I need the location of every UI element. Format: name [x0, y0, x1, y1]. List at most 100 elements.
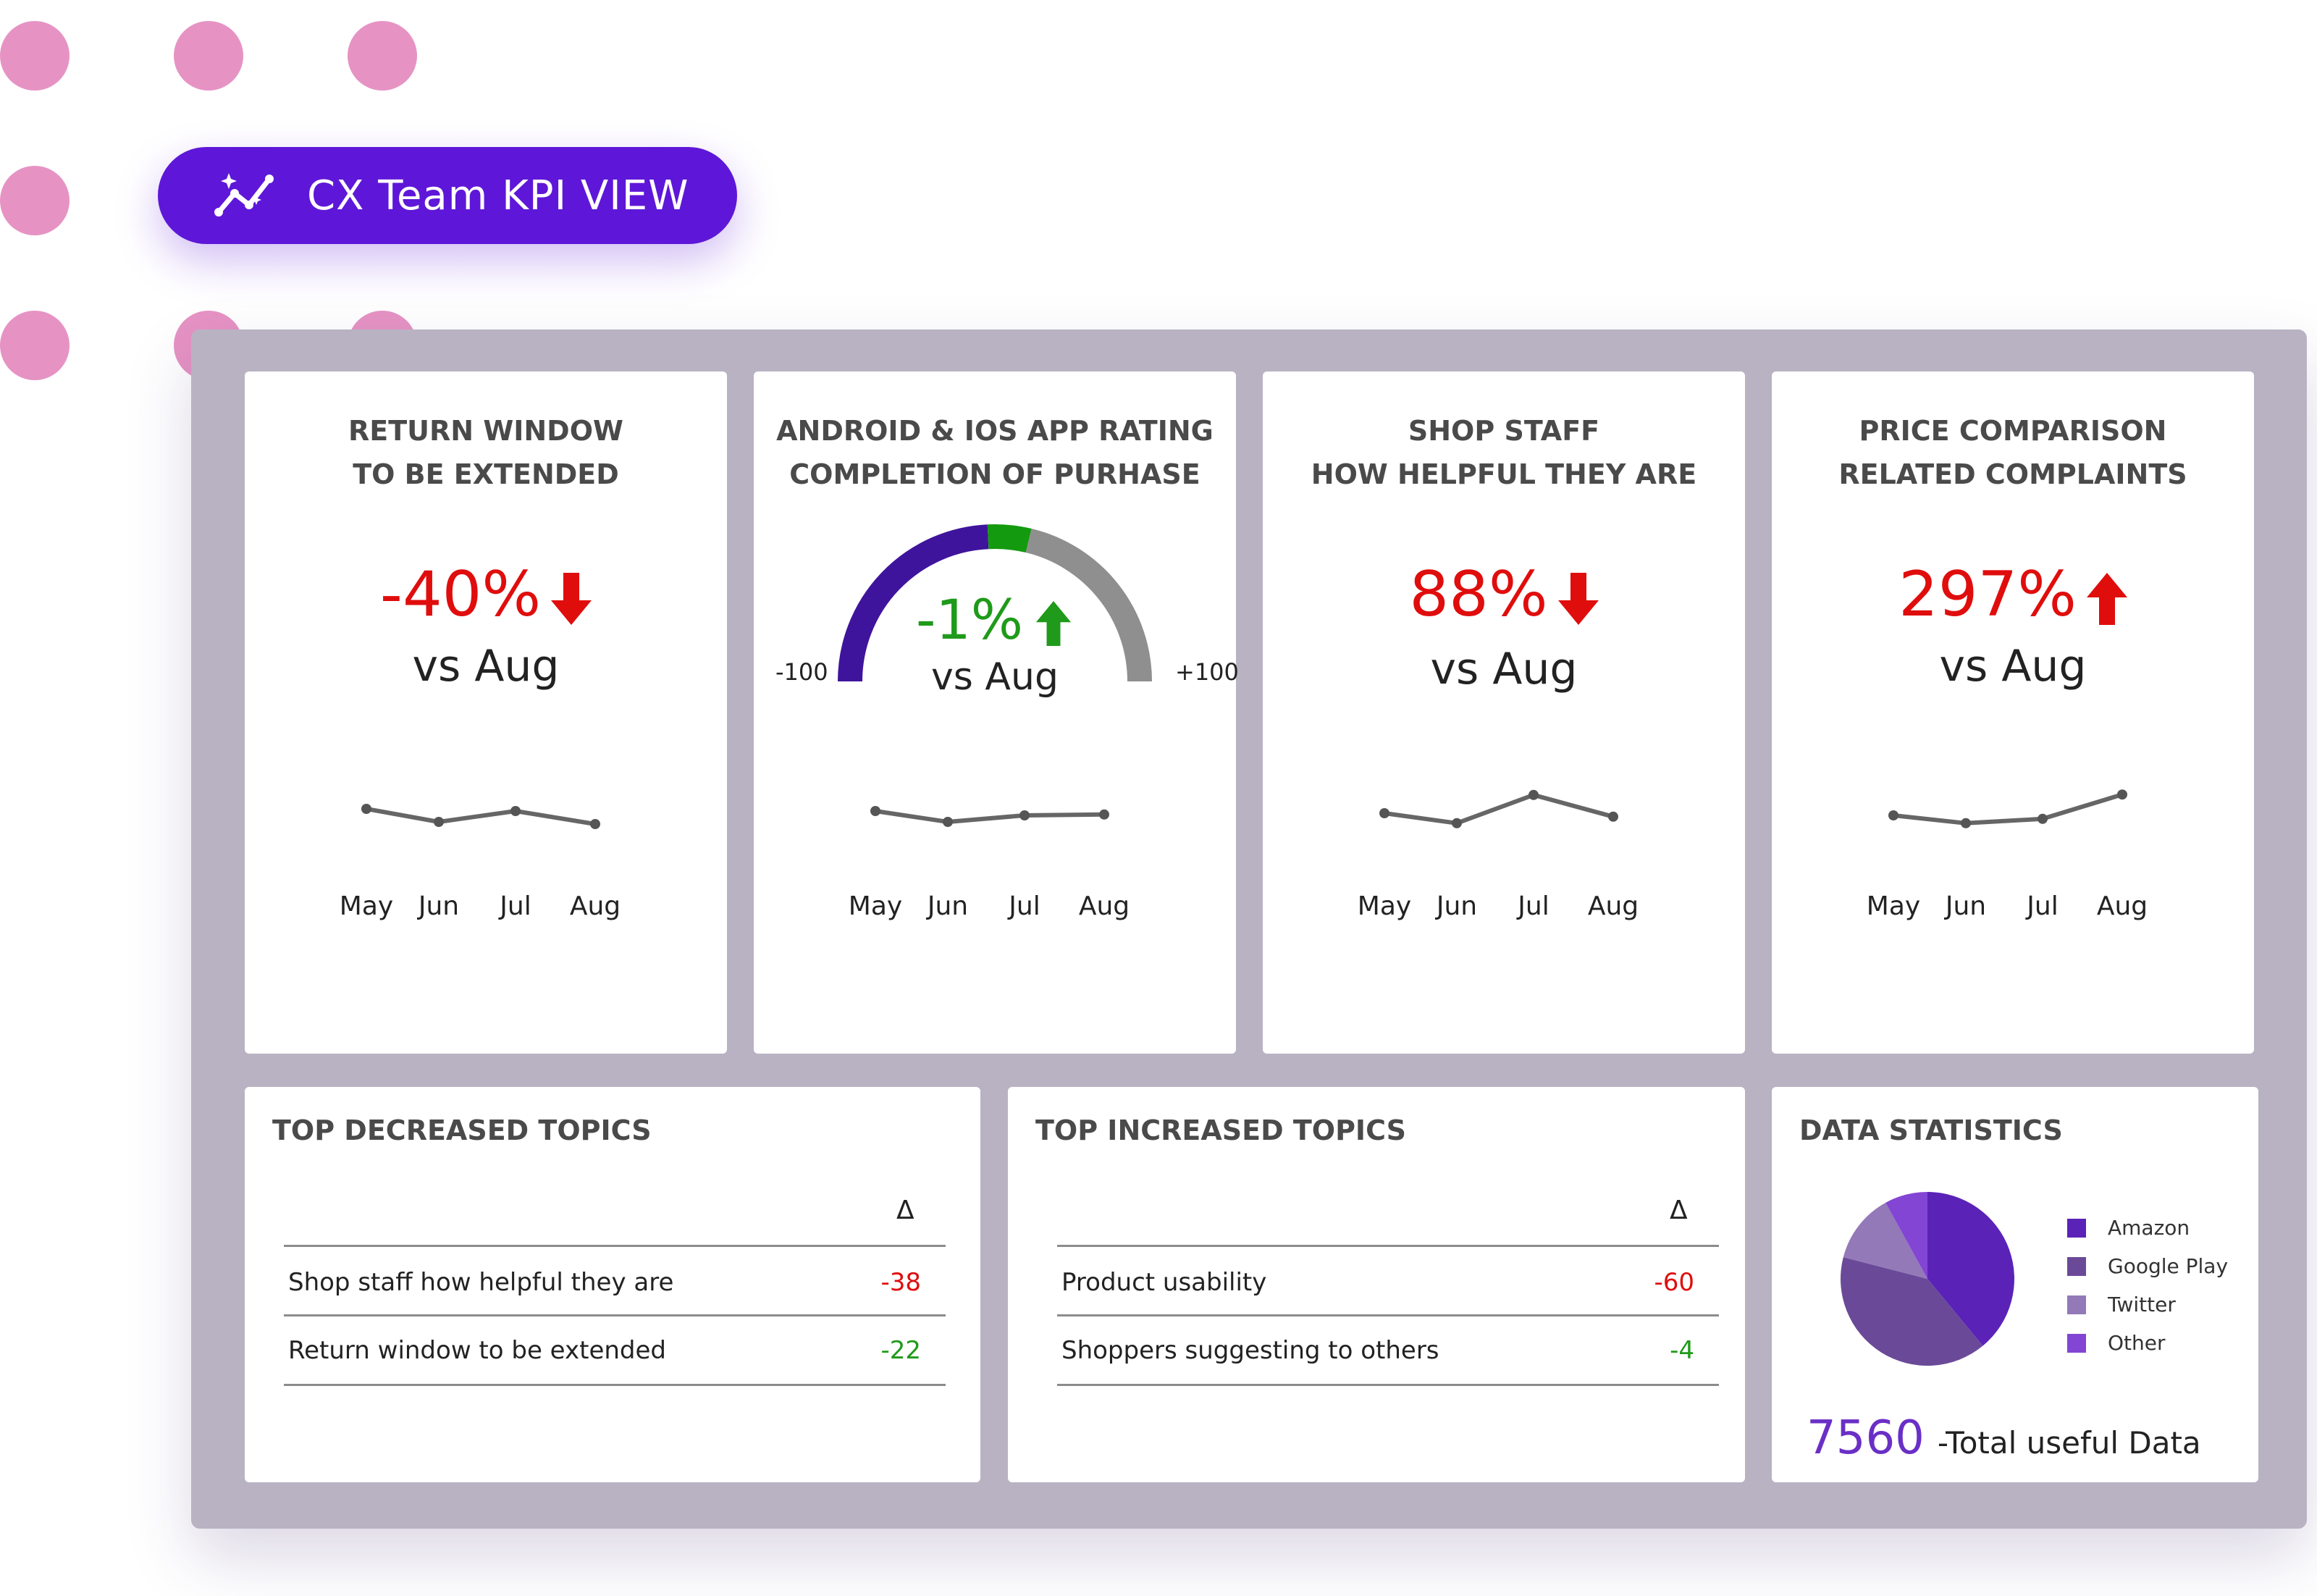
legend-item: Amazon: [2067, 1216, 2190, 1240]
kpi-card-return-window[interactable]: RETURN WINDOW TO BE EXTENDED -40% vs Aug…: [245, 371, 727, 1054]
arrow-down-icon: [551, 572, 592, 625]
legend-label: Google Play: [2108, 1254, 2229, 1278]
arrow-down-icon: [1557, 572, 1599, 625]
gauge-remaining-arc: [1025, 528, 1152, 682]
kpi-value-text: 88%: [1409, 558, 1548, 631]
sparkline-point: [2038, 813, 2048, 824]
sparkline-chart: [1888, 789, 2127, 828]
month-tick-label: Aug: [1078, 891, 1130, 921]
month-tick-label: May: [1866, 891, 1921, 921]
total-useful-data: 7560 -Total useful Data: [1807, 1411, 2201, 1465]
kpi-title-line: TO BE EXTENDED: [353, 458, 619, 490]
legend-label: Amazon: [2108, 1216, 2190, 1240]
section-title: TOP DECREASED TOPICS: [272, 1114, 652, 1146]
kpi-title: PRICE COMPARISON RELATED COMPLAINTS: [1772, 409, 2254, 496]
kpi-value: 297%: [1772, 558, 2254, 631]
total-value: 7560: [1807, 1411, 1925, 1465]
sparkline-point: [590, 819, 600, 829]
dashboard-panel: RETURN WINDOW TO BE EXTENDED -40% vs Aug…: [191, 329, 2307, 1529]
kpi-title: RETURN WINDOW TO BE EXTENDED: [245, 409, 727, 496]
legend-item: Twitter: [2067, 1293, 2176, 1316]
kpi-title-line: HOW HELPFUL THEY ARE: [1311, 458, 1697, 490]
sparkline-point: [1961, 818, 1971, 828]
gauge-fill-arc: [838, 524, 989, 682]
kpi-title-line: RELATED COMPLAINTS: [1838, 458, 2187, 490]
sparkline-chart: [361, 804, 600, 829]
gauge-min-label: -100: [775, 658, 828, 686]
sparkline-point: [1528, 789, 1539, 800]
kpi-value-text: -40%: [379, 558, 542, 631]
table-divider: [284, 1384, 946, 1386]
sparkline-series: [366, 807, 596, 826]
kpi-value: 88%: [1263, 558, 1745, 631]
kpi-card-app-rating[interactable]: ANDROID & IOS APP RATING COMPLETION OF P…: [754, 371, 1239, 1054]
topic-label: Return window to be extended: [288, 1336, 667, 1365]
kpi-comparison: vs Aug: [412, 641, 560, 692]
increased-topics-table: Δ Product usability -60 Shoppers suggest…: [1057, 1196, 1719, 1427]
sparkline-point: [2117, 789, 2127, 800]
decor-dot: [348, 21, 417, 91]
sparkline-chart: [870, 806, 1109, 827]
kpi-title-line: COMPLETION OF PURHASE: [789, 458, 1200, 490]
arrow-up-icon: [1035, 601, 1072, 646]
month-tick-label: Jul: [500, 891, 531, 921]
legend-item: Other: [2067, 1331, 2166, 1355]
kpi-value: -1%: [754, 587, 1236, 652]
kpi-title-line: ANDROID & IOS APP RATING: [776, 415, 1214, 447]
kpi-card-price-comparison[interactable]: PRICE COMPARISON RELATED COMPLAINTS 297%…: [1772, 371, 2254, 1054]
legend-swatch: [2067, 1256, 2086, 1276]
decreased-topics-table: Δ Shop staff how helpful they are -38 Re…: [284, 1196, 946, 1427]
topic-label: Shop staff how helpful they are: [288, 1268, 674, 1297]
table-divider: [284, 1245, 946, 1247]
kpi-view-badge[interactable]: CX Team KPI VIEW: [158, 147, 737, 244]
kpi-title: ANDROID & IOS APP RATING COMPLETION OF P…: [754, 409, 1236, 496]
kpi-value-text: 297%: [1898, 558, 2077, 631]
sparkline-point: [870, 806, 880, 816]
top-increased-topics-card: TOP INCREASED TOPICS Δ Product usability…: [1008, 1087, 1745, 1482]
decor-dot: [0, 21, 70, 91]
month-tick-label: Jun: [1945, 891, 1987, 921]
delta-value: -4: [1670, 1336, 1694, 1365]
pie-slice: [1843, 1202, 1927, 1279]
table-divider: [284, 1314, 946, 1316]
sparkline-series: [1384, 792, 1614, 826]
pie-chart: [1841, 1192, 2014, 1366]
sparkle-trend-icon: [213, 169, 278, 222]
section-title: TOP INCREASED TOPICS: [1035, 1114, 1407, 1146]
arrow-up-icon: [2086, 572, 2127, 625]
month-tick-label: Jul: [2027, 891, 2059, 921]
month-tick-label: Jun: [1436, 891, 1478, 921]
kpi-value: -40%: [245, 558, 727, 631]
sparkline-point: [434, 817, 444, 827]
legend-item: Google Play: [2067, 1254, 2228, 1278]
month-tick-label: May: [1357, 891, 1412, 921]
sparkline-point: [1452, 818, 1462, 828]
sparkline-point: [1379, 808, 1389, 818]
table-divider: [1057, 1245, 1719, 1247]
pie-slice: [1841, 1257, 1983, 1366]
kpi-title-line: RETURN WINDOW: [348, 415, 623, 447]
topic-label: Shoppers suggesting to others: [1061, 1336, 1439, 1365]
sparkline-series: [1893, 792, 2123, 826]
month-tick-label: Aug: [2096, 891, 2148, 921]
sparkline-point: [1019, 810, 1030, 820]
kpi-comparison: vs Aug: [1430, 644, 1578, 694]
sparkline-chart: [1379, 789, 1618, 828]
kpi-card-shop-staff[interactable]: SHOP STAFF HOW HELPFUL THEY ARE 88% vs A…: [1263, 371, 1745, 1054]
legend-label: Twitter: [2108, 1293, 2176, 1316]
kpi-title-line: SHOP STAFF: [1408, 415, 1600, 447]
delta-value: -38: [880, 1268, 921, 1297]
month-tick-label: Jul: [1009, 891, 1040, 921]
gauge-marker-arc: [987, 524, 1032, 553]
section-title: DATA STATISTICS: [1799, 1114, 2063, 1146]
sparkline-point: [361, 804, 371, 814]
delta-value: -60: [1654, 1268, 1694, 1297]
sparkline-point: [1608, 811, 1618, 822]
decor-dot: [174, 21, 243, 91]
legend-swatch: [2067, 1333, 2086, 1353]
kpi-title: SHOP STAFF HOW HELPFUL THEY ARE: [1263, 409, 1745, 496]
table-divider: [1057, 1314, 1719, 1316]
kpi-comparison: vs Aug: [1939, 641, 2087, 692]
sparkline-series: [875, 809, 1105, 824]
legend-swatch: [2067, 1295, 2086, 1314]
